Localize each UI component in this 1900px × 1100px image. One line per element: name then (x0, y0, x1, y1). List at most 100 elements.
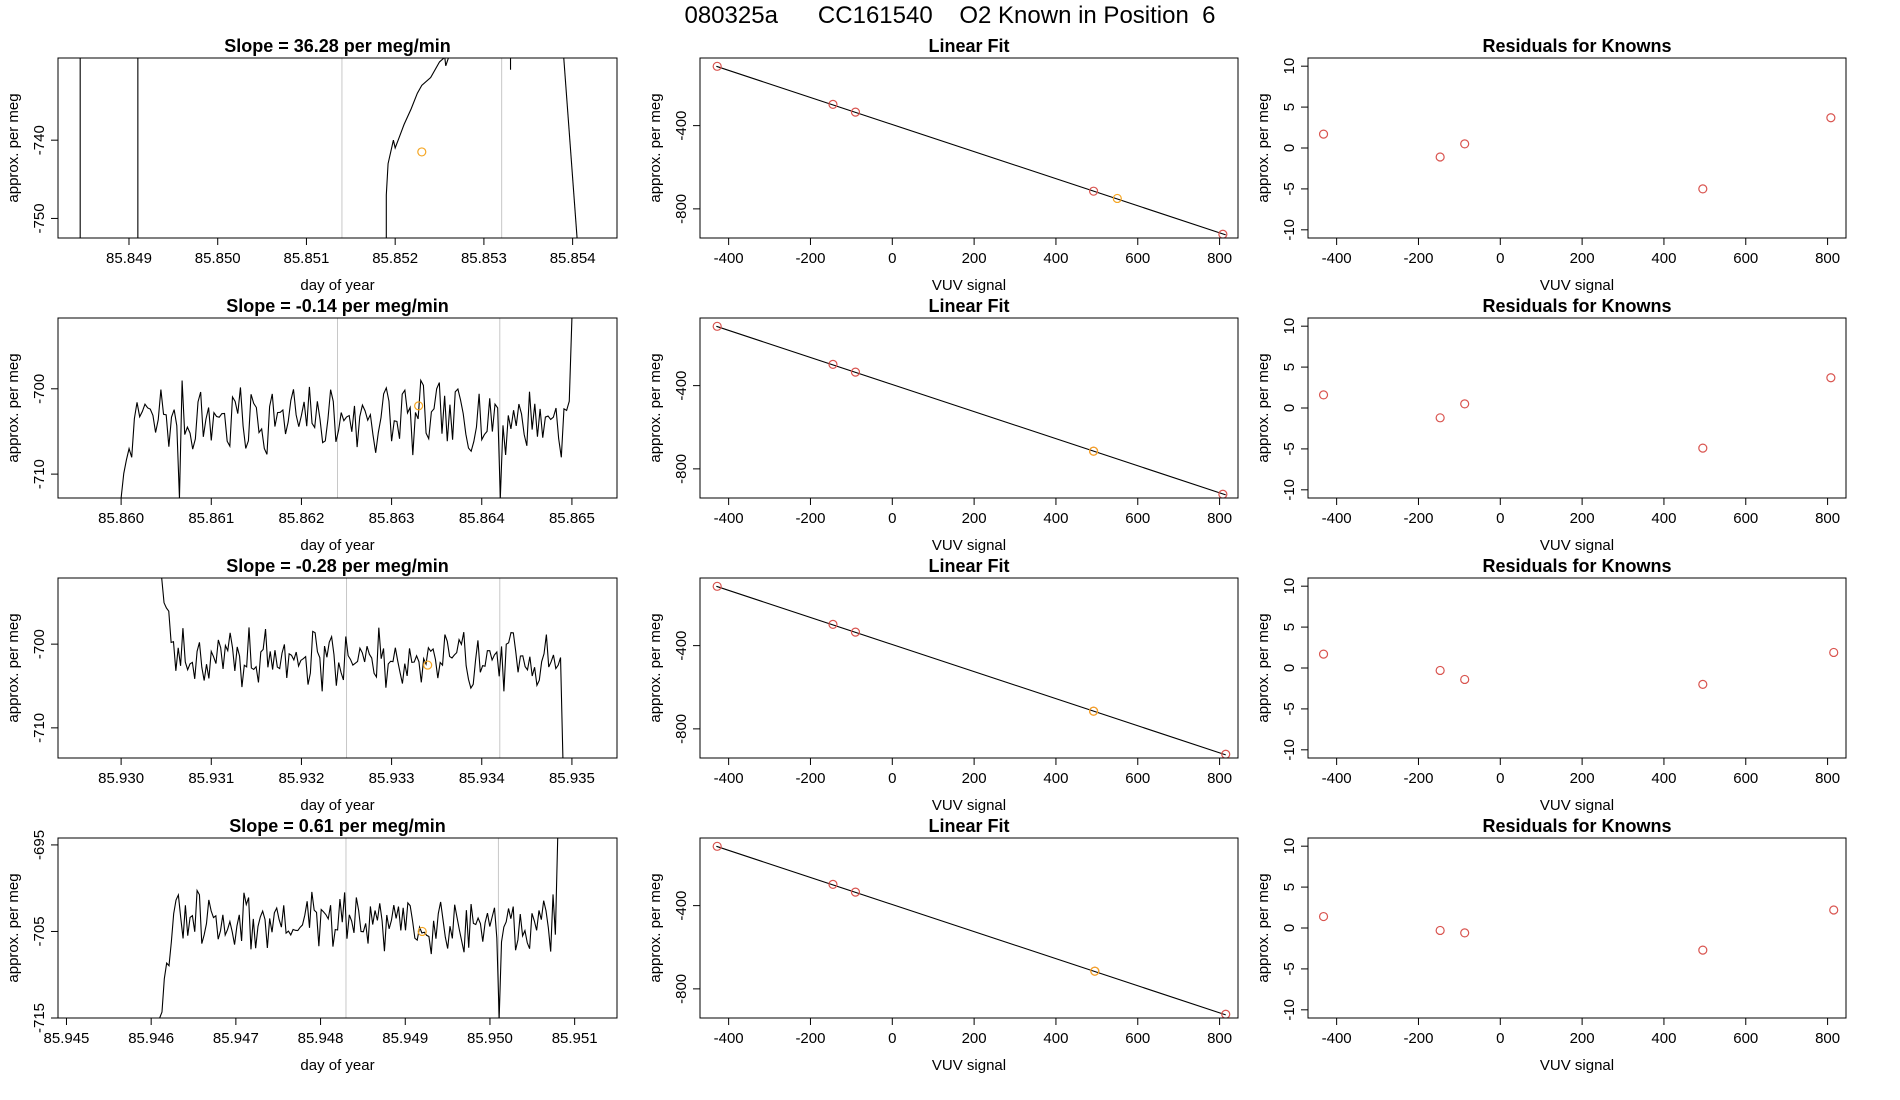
plot-frame (57, 317, 618, 499)
y-tick-label: 0 (1281, 144, 1298, 152)
x-tick-label: 85.861 (188, 510, 234, 527)
x-tick-label: 85.948 (298, 1030, 344, 1047)
x-tick-label: 85.933 (369, 770, 415, 787)
fit-line (716, 325, 1226, 496)
x-tick-label: 85.934 (459, 770, 505, 787)
plot-area (712, 581, 1231, 758)
unknown-point (1112, 193, 1122, 204)
x-tick-label: -400 (1322, 770, 1352, 787)
panel-title: Slope = -0.28 per meg/min (226, 556, 449, 576)
y-tick-label: -750 (31, 203, 48, 233)
panel-title: Residuals for Knowns (1482, 816, 1671, 836)
known-point (828, 99, 838, 110)
mean-value-point (417, 147, 427, 157)
x-tick-label: 400 (1043, 250, 1068, 267)
unknown-point (1088, 706, 1099, 716)
known-point (1826, 113, 1836, 123)
plot-area (1318, 373, 1836, 453)
known-point (1460, 674, 1470, 685)
fit-line (716, 585, 1226, 756)
mean-value-point (414, 401, 424, 411)
y-tick-label: -710 (31, 459, 48, 489)
known-point (850, 887, 861, 897)
x-tick-label: 0 (1496, 1030, 1504, 1047)
fit-line (716, 845, 1226, 1016)
known-point (1218, 489, 1228, 498)
plot-area (79, 58, 578, 238)
y-tick-label: -800 (673, 974, 690, 1004)
time-panel-row-4: Slope = 0.61 per meg/min day of year appro… (5, 816, 618, 1074)
known-point (1698, 184, 1708, 194)
signal-trace (161, 578, 564, 758)
x-tick-label: 200 (962, 250, 987, 267)
x-tick-label: 400 (1651, 510, 1676, 527)
x-axis-label: day of year (300, 537, 374, 554)
x-tick-label: -200 (1403, 250, 1433, 267)
y-axis-label: approx. per meg (5, 93, 22, 202)
y-axis-label: approx. per meg (647, 93, 664, 202)
plot-frame (1307, 577, 1847, 759)
x-tick-label: -400 (714, 770, 744, 787)
known-point (1088, 186, 1099, 196)
x-tick-label: 400 (1043, 770, 1068, 787)
signal-trace (385, 58, 445, 238)
residuals-panel-row-4: Residuals for Knowns VUV signal approx. pe… (1255, 816, 1847, 1074)
y-tick-label: -710 (31, 713, 48, 743)
panel-title: Slope = 36.28 per meg/min (224, 36, 451, 56)
y-tick-label: 0 (1281, 924, 1298, 932)
known-point (1435, 413, 1445, 423)
plot-frame (699, 577, 1239, 759)
x-axis-label: VUV signal (932, 1057, 1006, 1074)
y-tick-label: 10 (1281, 318, 1298, 335)
fit-line (716, 65, 1226, 236)
fit-panel-row-4: Linear Fit VUV signal approx. per meg -400 -… (647, 816, 1239, 1074)
plot-area (712, 321, 1228, 498)
x-tick-label: 85.864 (459, 510, 505, 527)
y-tick-label: -5 (1281, 442, 1298, 455)
y-tick-label: -715 (31, 1003, 48, 1033)
plot-frame (699, 317, 1239, 499)
y-tick-label: 5 (1281, 623, 1298, 631)
plot-frame (57, 577, 618, 759)
x-tick-label: 85.932 (278, 770, 324, 787)
y-tick-label: 5 (1281, 363, 1298, 371)
x-tick-label: -400 (1322, 1030, 1352, 1047)
plot-area (1318, 113, 1836, 194)
known-point (1698, 945, 1708, 955)
known-point (712, 321, 722, 331)
x-tick-label: 400 (1651, 1030, 1676, 1047)
known-point (1460, 928, 1470, 938)
y-tick-label: 0 (1281, 404, 1298, 412)
x-tick-label: 85.850 (195, 250, 241, 267)
y-tick-label: -400 (673, 371, 690, 401)
known-point (1435, 152, 1445, 162)
x-tick-label: 85.947 (213, 1030, 259, 1047)
panel-title: Linear Fit (928, 296, 1009, 316)
x-tick-label: 85.863 (369, 510, 415, 527)
y-axis-label: approx. per meg (1255, 93, 1272, 202)
plot-frame (1307, 317, 1847, 499)
signal-trace (159, 838, 559, 1018)
x-tick-label: 600 (1733, 510, 1758, 527)
y-tick-label: -700 (31, 629, 48, 659)
y-tick-label: 5 (1281, 103, 1298, 111)
y-tick-label: 10 (1281, 838, 1298, 855)
x-axis-label: day of year (300, 277, 374, 294)
y-axis-label: approx. per meg (5, 353, 22, 462)
x-tick-label: 85.946 (128, 1030, 174, 1047)
page-title: 080325a CC161540 O2 Known in Position 6 (684, 2, 1216, 29)
y-axis-label: approx. per meg (647, 873, 664, 982)
plot-frame (1307, 57, 1847, 239)
x-tick-label: 85.935 (549, 770, 595, 787)
x-tick-label: 85.860 (98, 510, 144, 527)
signal-trace (444, 58, 449, 67)
known-point (1435, 665, 1445, 676)
x-tick-label: 200 (1570, 1030, 1595, 1047)
y-axis-label: approx. per meg (1255, 353, 1272, 462)
x-tick-label: 400 (1651, 250, 1676, 267)
known-point (828, 619, 838, 630)
x-tick-label: 85.851 (283, 250, 329, 267)
x-axis-label: VUV signal (932, 797, 1006, 814)
x-tick-label: -400 (1322, 250, 1352, 267)
x-tick-label: 85.854 (550, 250, 596, 267)
